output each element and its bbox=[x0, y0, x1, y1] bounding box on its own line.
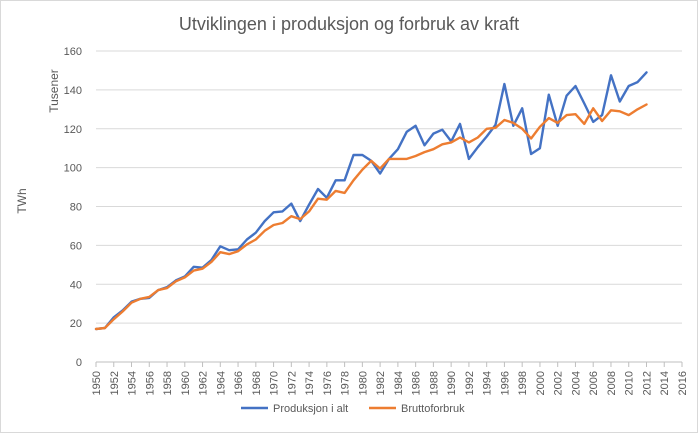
x-tick-label: 2008 bbox=[606, 371, 618, 395]
y-axis-unit-label: Tusener bbox=[47, 69, 61, 113]
y-tick-label: 100 bbox=[64, 163, 82, 175]
x-tick-label: 2010 bbox=[624, 371, 636, 395]
x-tick-label: 1954 bbox=[127, 371, 139, 395]
y-tick-label: 140 bbox=[64, 85, 82, 97]
series-lines bbox=[94, 71, 648, 331]
series-line-produksjon-i-alt bbox=[94, 71, 648, 331]
chart-title: Utviklingen i produksjon og forbruk av k… bbox=[179, 14, 519, 34]
x-tick-label: 1988 bbox=[428, 371, 440, 395]
x-tick-label: 1996 bbox=[499, 371, 511, 395]
x-tick-label: 2002 bbox=[553, 371, 565, 395]
y-tick-label: 160 bbox=[64, 46, 82, 58]
x-tick-label: 1960 bbox=[180, 371, 192, 395]
gridlines bbox=[96, 50, 682, 363]
x-tick-label: 1986 bbox=[411, 371, 423, 395]
x-tick-label: 1982 bbox=[375, 371, 387, 395]
y-axis-ticks: 0 20 40 60 80 100 120 140 160 bbox=[64, 46, 82, 369]
y-tick-label: 120 bbox=[64, 124, 82, 136]
x-tick-label: 1980 bbox=[357, 371, 369, 395]
legend-label: Bruttoforbruk bbox=[401, 403, 465, 415]
x-tick-label: 1978 bbox=[340, 371, 352, 395]
y-axis-label: TWh bbox=[15, 188, 29, 213]
x-tick-label: 2014 bbox=[659, 371, 671, 395]
legend: Produksjon i alt Bruttoforbruk bbox=[241, 403, 465, 415]
y-tick-label: 80 bbox=[70, 202, 82, 214]
x-tick-label: 1962 bbox=[198, 371, 210, 395]
x-tick-label: 2004 bbox=[570, 371, 582, 395]
y-tick-label: 60 bbox=[70, 240, 82, 252]
x-tick-label: 1958 bbox=[162, 371, 174, 395]
x-tick-label: 1984 bbox=[393, 371, 405, 395]
series-line-bruttoforbruk bbox=[94, 103, 648, 331]
x-tick-label: 2012 bbox=[641, 371, 653, 395]
x-tick-label: 2000 bbox=[535, 371, 547, 395]
x-tick-label: 1970 bbox=[269, 371, 281, 395]
y-tick-label: 20 bbox=[70, 318, 82, 330]
x-tick-label: 1974 bbox=[304, 371, 316, 395]
x-tick-label: 1976 bbox=[322, 371, 334, 395]
x-tick-label: 1998 bbox=[517, 371, 529, 395]
x-tick-label: 1990 bbox=[446, 371, 458, 395]
y-tick-label: 0 bbox=[76, 357, 82, 369]
x-tick-label: 1956 bbox=[144, 371, 156, 395]
x-axis-ticks: 1950 1952 1954 1956 1958 1960 1962 1964 1966 1968… bbox=[91, 362, 689, 395]
x-tick-label: 1994 bbox=[482, 371, 494, 395]
legend-label: Produksjon i alt bbox=[273, 403, 348, 415]
y-tick-label: 40 bbox=[70, 279, 82, 291]
x-tick-label: 1966 bbox=[233, 371, 245, 395]
x-tick-label: 1992 bbox=[464, 371, 476, 395]
x-tick-label: 2006 bbox=[588, 371, 600, 395]
x-tick-label: 1964 bbox=[215, 371, 227, 395]
x-tick-label: 1968 bbox=[251, 371, 263, 395]
x-tick-label: 1950 bbox=[91, 371, 103, 395]
x-tick-label: 2016 bbox=[677, 371, 689, 395]
x-tick-label: 1972 bbox=[286, 371, 298, 395]
x-tick-label: 1952 bbox=[109, 371, 121, 395]
